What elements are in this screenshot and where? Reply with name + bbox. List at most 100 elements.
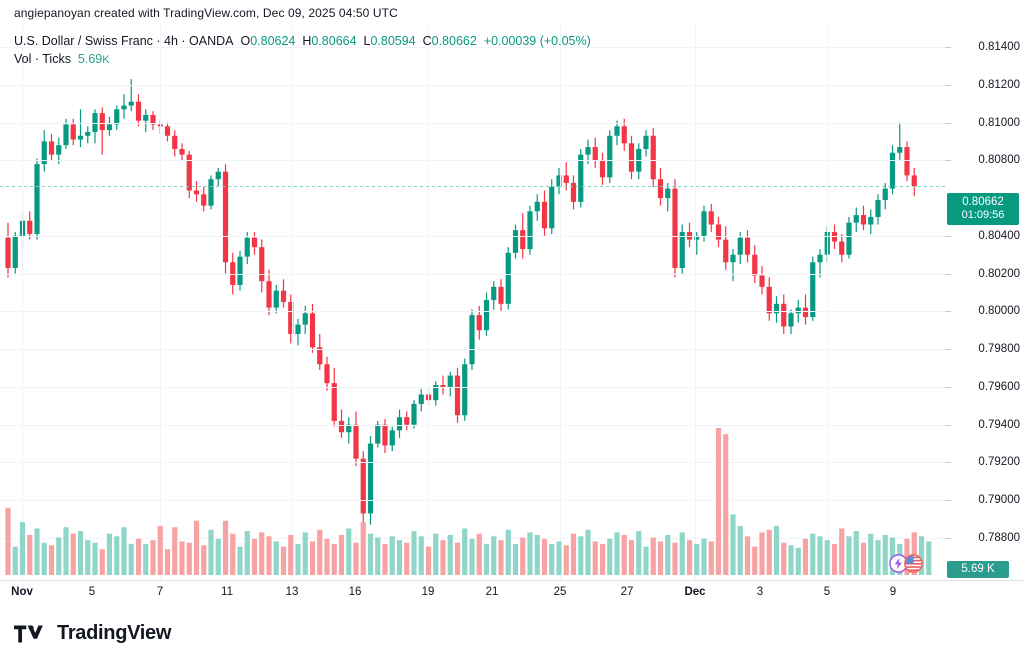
candle-body xyxy=(607,135,613,178)
legend-sep-2: · xyxy=(177,34,190,48)
volume-bar xyxy=(918,536,925,575)
volume-bar xyxy=(201,545,207,575)
candle-body xyxy=(251,237,258,248)
volume-bar xyxy=(215,538,221,575)
candle-body xyxy=(715,224,722,240)
volume-bar xyxy=(360,522,366,575)
volume-bar xyxy=(788,545,794,575)
current-price-line xyxy=(0,186,945,188)
candle-body xyxy=(34,164,40,234)
candle-body xyxy=(766,286,772,314)
volume-bar xyxy=(578,536,584,575)
volume-bar xyxy=(534,534,540,575)
volume-bar xyxy=(679,532,685,575)
candle-body xyxy=(454,375,461,416)
price-axis-tick: 0.81000 xyxy=(978,116,1020,129)
volume-unit: K xyxy=(102,54,110,66)
candle-body xyxy=(549,186,555,229)
grid-line-horizontal xyxy=(0,349,945,351)
us-flag-icon[interactable] xyxy=(904,554,923,573)
grid-line-horizontal xyxy=(0,424,945,426)
volume-bar xyxy=(795,547,801,575)
time-axis-corner xyxy=(945,580,1024,607)
legend-volume-row[interactable]: Vol · Ticks 5.69K xyxy=(14,51,591,69)
candle-body xyxy=(164,126,171,136)
volume-bar xyxy=(454,542,461,575)
time-axis-tick: 11 xyxy=(221,586,233,598)
volume-bar xyxy=(56,537,62,575)
candle-body xyxy=(788,313,794,327)
candle-body xyxy=(882,188,888,200)
volume-bar xyxy=(230,533,236,575)
time-axis[interactable]: Nov 5 7 11 13 16 19 21 25 27 Dec 3 5 9 xyxy=(0,580,945,607)
price-axis-tick-mark xyxy=(945,84,951,86)
volume-bar xyxy=(288,534,294,575)
price-axis-tick: 0.79000 xyxy=(978,494,1020,507)
candle-body xyxy=(331,383,337,421)
candle-body xyxy=(135,101,142,121)
candle-body xyxy=(462,364,468,416)
volume-bar xyxy=(498,540,504,575)
volume-bar xyxy=(665,534,671,575)
volume-bar xyxy=(527,532,533,575)
volume-bar xyxy=(657,541,664,575)
candle-body xyxy=(186,154,192,191)
candle-body xyxy=(382,424,388,446)
volume-bar xyxy=(150,540,156,575)
symbol-name[interactable]: U.S. Dollar / Swiss Franc xyxy=(14,34,153,48)
volume-bar xyxy=(802,538,809,575)
time-axis-tick: 9 xyxy=(889,586,897,598)
volume-bar xyxy=(157,525,163,575)
legend-ohlc-row[interactable]: U.S. Dollar / Swiss Franc · 4h · OANDA O… xyxy=(14,33,591,50)
candle-body xyxy=(665,188,671,199)
candle-body xyxy=(215,171,221,180)
volume-bar xyxy=(114,536,120,575)
candle-body xyxy=(541,201,548,229)
candle-body xyxy=(433,385,439,401)
volume-bar xyxy=(5,507,11,575)
volume-bar xyxy=(99,549,105,575)
volume-bar xyxy=(831,544,838,575)
volume-bar xyxy=(404,542,410,575)
legend-sep-1: · xyxy=(152,34,165,48)
volume-bar xyxy=(889,537,896,575)
grid-line-horizontal xyxy=(0,273,945,275)
candle-body xyxy=(817,254,823,263)
candle-body xyxy=(193,190,200,195)
candle-body xyxy=(860,215,867,225)
candle-body xyxy=(570,182,577,202)
tradingview-wordmark: TradingView xyxy=(57,622,172,644)
low-value: 0.80594 xyxy=(370,34,416,48)
grid-line-vertical xyxy=(560,24,561,580)
volume-bar xyxy=(773,525,780,575)
volume-bar xyxy=(570,533,577,575)
volume-bar xyxy=(846,536,852,575)
grid-line-horizontal xyxy=(0,462,945,464)
interval-label[interactable]: 4h xyxy=(164,34,178,48)
volume-bar xyxy=(621,534,627,575)
close-prefix: C xyxy=(422,34,432,48)
time-axis-tick: Dec xyxy=(684,586,706,598)
price-chart-pane[interactable] xyxy=(0,24,945,580)
volume-bar xyxy=(556,541,562,575)
candle-body xyxy=(440,385,446,387)
candle-body xyxy=(418,394,424,404)
open-prefix: O xyxy=(240,34,251,48)
high-value: 0.80664 xyxy=(311,34,357,48)
candle-body xyxy=(498,286,504,304)
volume-bar xyxy=(338,534,345,575)
volume-bar xyxy=(701,538,707,575)
volume-bar xyxy=(462,528,468,575)
volume-bar xyxy=(27,534,33,575)
time-axis-tick: 5 xyxy=(88,586,96,598)
candle-body xyxy=(106,124,113,131)
volume-bar xyxy=(737,525,743,575)
price-axis-tick: 0.80000 xyxy=(978,305,1020,318)
price-axis[interactable]: 0.80662 01:09:56 5.69 K 0.81400 0.81200 0.… xyxy=(945,24,1024,580)
candle-wick xyxy=(899,122,901,161)
candle-body xyxy=(338,420,345,433)
volume-bar xyxy=(686,540,693,575)
volume-bar xyxy=(389,536,395,575)
volume-bar xyxy=(628,540,635,575)
tradingview-footer[interactable]: TradingView xyxy=(14,622,171,645)
